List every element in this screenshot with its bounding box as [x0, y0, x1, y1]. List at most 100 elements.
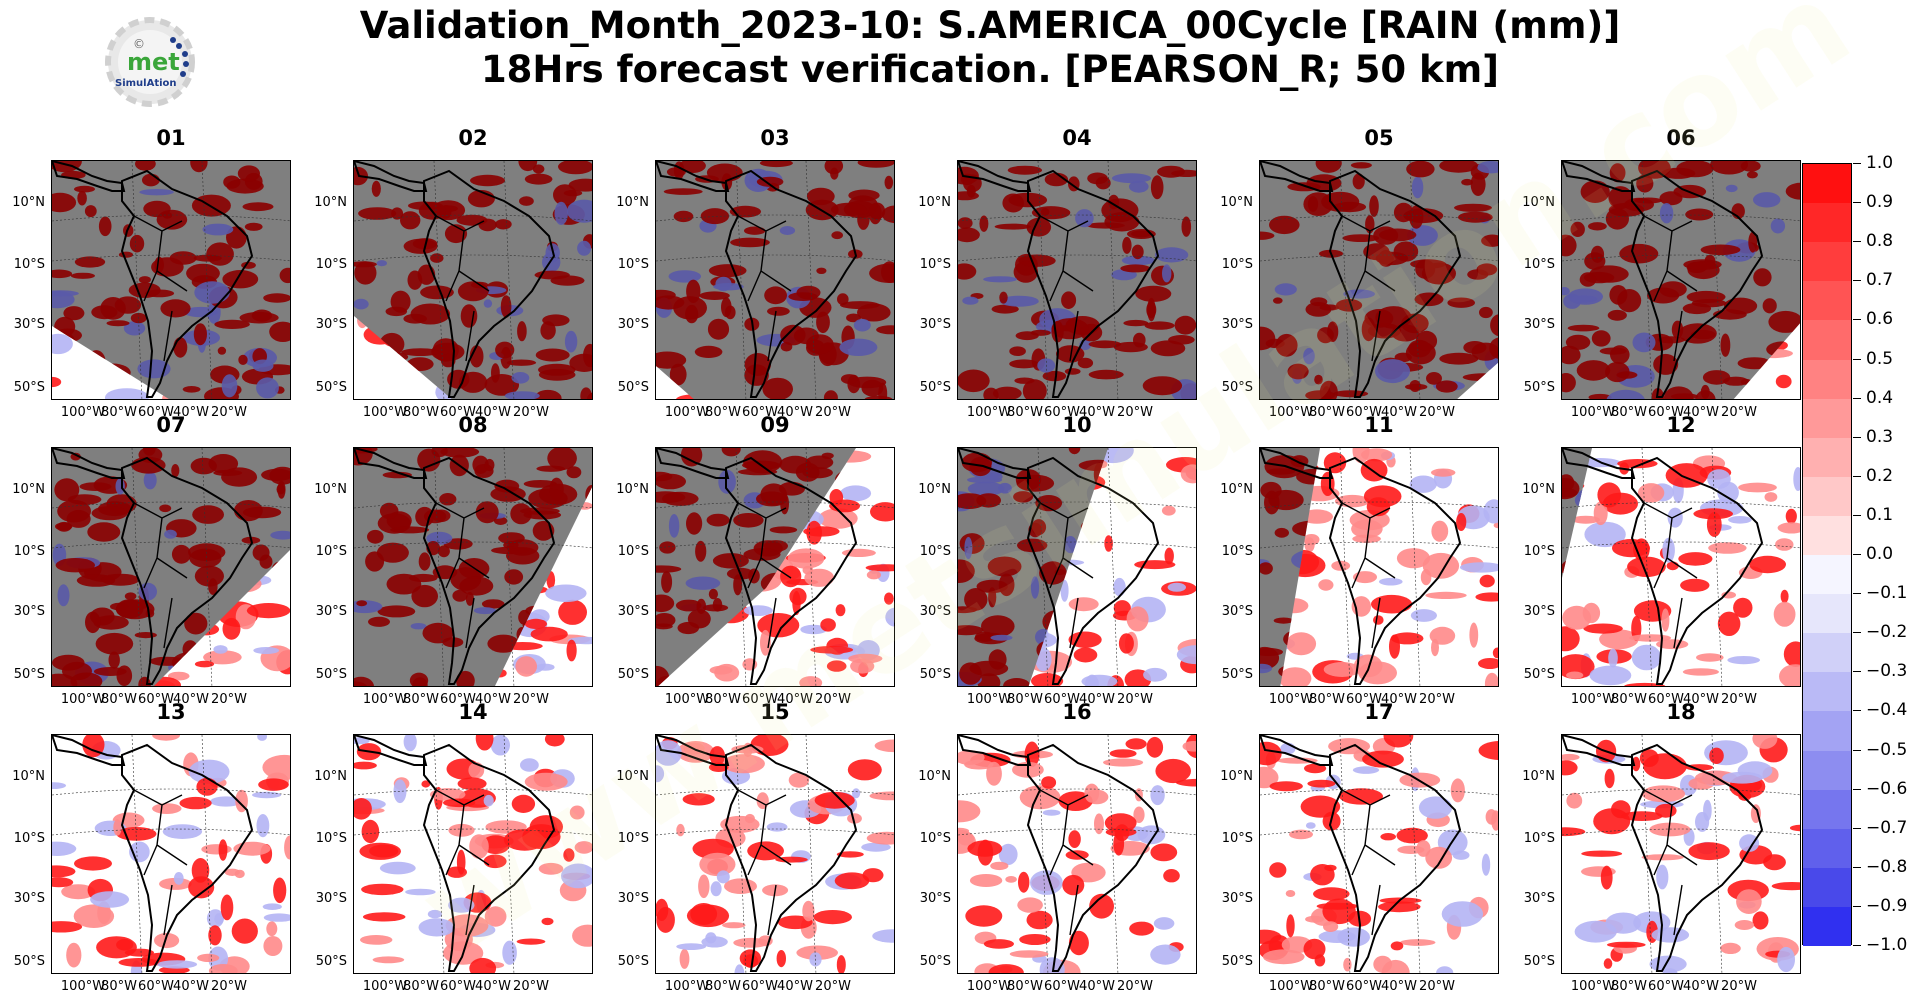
lon-label: 20°W — [815, 405, 851, 420]
panel-title-10: 10 — [1062, 413, 1092, 437]
colorbar-tick-label: 0.5 — [1866, 348, 1894, 369]
lat-label: 50°S — [617, 954, 649, 969]
lon-label: 20°W — [1419, 692, 1455, 707]
lon-label: 60°W — [138, 979, 174, 994]
colorbar-tick-label: −0.7 — [1866, 817, 1908, 838]
lon-label: 100°W — [664, 405, 710, 420]
lon-label: 60°W — [742, 405, 778, 420]
lon-label: 80°W — [101, 692, 137, 707]
lon-label: 80°W — [1611, 692, 1647, 707]
lon-label: 80°W — [403, 405, 439, 420]
colorbar-tick — [1853, 945, 1861, 946]
correlation-map — [957, 160, 1197, 400]
lat-label: 50°S — [617, 380, 649, 395]
lat-label: 30°S — [617, 891, 649, 906]
lon-label: 80°W — [705, 979, 741, 994]
lon-label: 100°W — [1268, 405, 1314, 420]
panel-title-18: 18 — [1666, 700, 1696, 724]
lon-label: 80°W — [705, 692, 741, 707]
lon-label: 60°W — [742, 692, 778, 707]
lat-label: 30°S — [315, 891, 347, 906]
lat-label: 30°S — [315, 317, 347, 332]
lon-label: 60°W — [440, 692, 476, 707]
correlation-map — [1259, 734, 1499, 974]
lat-label: 30°S — [617, 317, 649, 332]
lon-labels: 100°W 80°W 60°W 40°W 20°W — [1259, 692, 1499, 708]
lon-label: 40°W — [777, 979, 813, 994]
map-panel-11: 11 10°N 10°S 30°S 50°S 100°W 80°W 60°W 40°W 20°W — [1220, 413, 1499, 707]
lon-label: 80°W — [1007, 692, 1043, 707]
colorbar-tick — [1853, 866, 1861, 868]
colorbar-segment — [1803, 867, 1851, 908]
figure-title: Validation_Month_2023-10: S.AMERICA_00Cy… — [300, 4, 1680, 92]
colorbar-tick-label: −0.9 — [1866, 895, 1908, 916]
colorbar-segment — [1803, 437, 1851, 478]
title-line-1: Validation_Month_2023-10: S.AMERICA_00Cy… — [359, 4, 1621, 47]
colorbar-tick — [1853, 241, 1861, 243]
lon-label: 40°W — [173, 405, 209, 420]
correlation-map — [1259, 160, 1499, 400]
colorbar-tick — [1853, 788, 1861, 790]
colorbar-tick — [1853, 554, 1861, 555]
colorbar-segment — [1803, 359, 1851, 400]
lon-label: 100°W — [664, 692, 710, 707]
lon-label: 80°W — [1007, 405, 1043, 420]
lon-label: 100°W — [60, 405, 106, 420]
colorbar-tick-label: 0.8 — [1866, 231, 1894, 252]
lon-label: 40°W — [173, 979, 209, 994]
colorbar-segment — [1803, 672, 1851, 712]
correlation-map — [957, 447, 1197, 687]
map-panel-17: 17 10°N 10°S 30°S 50°S 100°W 80°W 60°W 40°W 20°W — [1220, 700, 1499, 994]
panel-title-01: 01 — [156, 126, 186, 150]
lon-label: 60°W — [1346, 692, 1382, 707]
lon-label: 20°W — [815, 692, 851, 707]
colorbar-tick-label: −1.0 — [1866, 935, 1908, 955]
lon-labels: 100°W 80°W 60°W 40°W 20°W — [1561, 692, 1801, 708]
lon-labels: 100°W 80°W 60°W 40°W 20°W — [957, 979, 1197, 995]
lon-label: 40°W — [1079, 979, 1115, 994]
colorbar-segment — [1803, 828, 1851, 869]
lon-label: 60°W — [742, 979, 778, 994]
colorbar-segment — [1803, 789, 1851, 830]
lat-label: 10°N — [1220, 195, 1253, 210]
lon-labels: 100°W 80°W 60°W 40°W 20°W — [655, 405, 895, 421]
lat-label: 10°S — [1221, 257, 1253, 272]
lon-label: 60°W — [138, 692, 174, 707]
correlation-map — [353, 734, 593, 974]
lon-label: 80°W — [1309, 692, 1345, 707]
lon-label: 20°W — [513, 979, 549, 994]
lon-label: 20°W — [1117, 979, 1153, 994]
map-panel-13: 13 10°N 10°S 30°S 50°S 100°W 80°W 60°W 40°W 20°W — [12, 700, 291, 994]
lon-label: 80°W — [403, 979, 439, 994]
correlation-map — [353, 160, 593, 400]
lat-label: 10°S — [1221, 831, 1253, 846]
map-panel-07: 07 10°N 10°S 30°S 50°S 100°W 80°W 60°W 40°W 20°W — [12, 413, 291, 707]
lon-label: 80°W — [705, 405, 741, 420]
lon-label: 40°W — [475, 405, 511, 420]
panel-title-14: 14 — [458, 700, 488, 724]
lon-label: 60°W — [1044, 692, 1080, 707]
lon-labels: 100°W 80°W 60°W 40°W 20°W — [655, 692, 895, 708]
lon-label: 20°W — [513, 692, 549, 707]
lon-label: 100°W — [1268, 979, 1314, 994]
colorbar-tick — [1853, 319, 1861, 321]
lat-label: 10°S — [617, 831, 649, 846]
colorbar-segment — [1803, 281, 1851, 321]
lon-labels: 100°W 80°W 60°W 40°W 20°W — [1561, 405, 1801, 421]
lon-labels: 100°W 80°W 60°W 40°W 20°W — [1259, 979, 1499, 995]
lon-label: 20°W — [1721, 405, 1757, 420]
colorbar-tick — [1853, 905, 1861, 907]
panel-title-03: 03 — [760, 126, 790, 150]
lat-label: 10°N — [1522, 769, 1555, 784]
colorbar-tick-label: 0.3 — [1866, 426, 1894, 447]
map-panel-08: 08 10°N 10°S 30°S 50°S 100°W 80°W 60°W 40°W 20°W — [314, 413, 593, 707]
lon-label: 20°W — [211, 405, 247, 420]
lat-label: 10°S — [919, 831, 951, 846]
lon-label: 40°W — [475, 692, 511, 707]
lat-label: 30°S — [919, 891, 951, 906]
map-panel-09: 09 10°N 10°S 30°S 50°S 100°W 80°W 60°W 40°W 20°W — [616, 413, 895, 707]
lat-label: 50°S — [919, 380, 951, 395]
map-panel-01: 01 10°N 10°S 30°S 50°S 100°W 80°W 60°W 40°W 20°W — [12, 126, 291, 420]
colorbar-tick-label: −0.6 — [1866, 778, 1908, 799]
colorbar-segment — [1803, 398, 1851, 439]
